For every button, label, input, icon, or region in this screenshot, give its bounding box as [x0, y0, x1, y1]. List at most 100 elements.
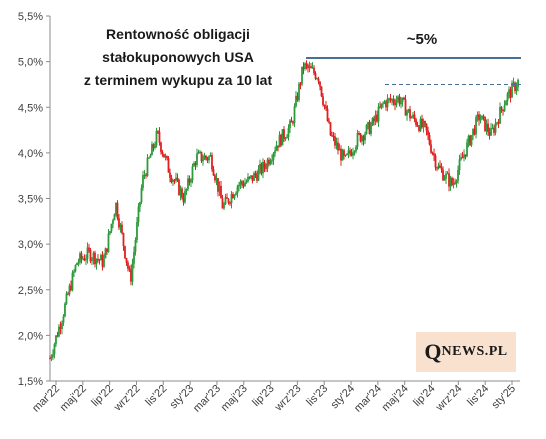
candle-body	[250, 175, 252, 178]
candle-body	[143, 174, 146, 176]
candle-body	[170, 177, 173, 182]
candle-body	[472, 128, 474, 136]
candle-body	[157, 131, 159, 133]
y-tick-label: 4,0%	[18, 148, 43, 160]
candle-body	[86, 247, 89, 259]
candle-body	[91, 259, 93, 262]
candle-body	[266, 159, 269, 169]
candle-body	[175, 177, 177, 181]
candle-body	[512, 82, 515, 84]
candle-body	[503, 105, 506, 112]
candle-body	[256, 175, 258, 181]
candle-body	[302, 66, 305, 69]
candle-body	[205, 155, 207, 158]
candle-body	[421, 118, 423, 128]
candle-body	[410, 117, 413, 119]
candle-body	[449, 177, 452, 187]
candle-body	[482, 115, 485, 117]
candle-body	[112, 220, 114, 224]
candle-body	[412, 114, 414, 118]
candle-body	[461, 157, 464, 159]
candle-body	[496, 122, 498, 124]
candle-body	[103, 258, 105, 267]
candle-body	[277, 145, 279, 148]
candle-body	[89, 249, 92, 262]
candle-body	[145, 174, 147, 177]
candle-body	[497, 122, 500, 124]
candle-body	[272, 153, 275, 160]
candle-body	[275, 145, 278, 151]
candle-body	[125, 258, 128, 263]
x-tick-label: wrz'23	[272, 383, 303, 414]
candle-body	[448, 173, 450, 187]
candle-body	[454, 182, 456, 184]
candle-body	[235, 193, 237, 196]
candle-body	[67, 293, 69, 295]
candle-body	[160, 142, 162, 152]
candle-body	[260, 163, 263, 174]
candle-body	[211, 155, 213, 170]
candle-body	[212, 169, 215, 176]
candle-body	[251, 175, 254, 181]
candle-body	[98, 259, 101, 261]
candle-body	[233, 195, 236, 199]
candle-body	[473, 128, 476, 135]
candle-body	[353, 151, 356, 153]
candle-body	[337, 142, 339, 151]
candle-body	[166, 155, 168, 159]
candle-body	[356, 132, 359, 147]
candle-body	[350, 152, 353, 156]
candle-body	[331, 135, 333, 137]
candle-body	[134, 239, 137, 252]
x-tick-label: lis'23	[304, 383, 330, 409]
y-tick-group: 1,5% 2,0% 2,5% 3,0% 3,5% 4,0% 4,5% 5,0% 5,5%	[18, 11, 50, 388]
candle-body	[383, 101, 386, 104]
candle-body	[457, 170, 459, 181]
candle-body	[257, 169, 260, 181]
y-tick-label: 2,0%	[18, 330, 43, 342]
candle-body	[248, 176, 251, 178]
chart-title-line-3: z terminem wykupu za 10 lat	[84, 72, 273, 88]
candle-body	[167, 158, 170, 173]
candle-body	[119, 224, 122, 228]
candle-body	[209, 155, 212, 157]
candle-body	[401, 97, 404, 103]
candle-body	[70, 285, 72, 291]
candle-body	[493, 127, 495, 133]
candle-body	[413, 114, 416, 120]
candle-body	[500, 106, 503, 110]
candle-body	[164, 155, 167, 158]
candle-body	[406, 111, 408, 116]
candle-body	[115, 202, 117, 215]
candle-body	[502, 109, 504, 112]
candle-body	[226, 197, 228, 199]
candle-body	[437, 165, 440, 169]
candle-body	[308, 66, 311, 69]
candle-body	[146, 157, 149, 177]
candle-body	[346, 153, 348, 155]
candle-body	[451, 177, 453, 186]
candle-body	[169, 172, 171, 178]
candle-body	[404, 99, 407, 116]
candle-body	[464, 154, 467, 157]
candle-body	[52, 354, 54, 357]
x-tick-label: mar'23	[191, 383, 223, 415]
candle-body	[95, 258, 98, 265]
candle-body	[304, 63, 306, 69]
candle-body	[109, 231, 111, 234]
candle-body	[344, 154, 347, 156]
candle-body	[349, 150, 351, 153]
y-tick-label: 5,0%	[18, 57, 43, 69]
candle-body	[73, 271, 75, 273]
candle-body	[197, 152, 200, 154]
candle-body	[491, 127, 494, 129]
candle-body	[173, 180, 176, 182]
candle-body	[388, 98, 390, 100]
candle-body	[479, 119, 482, 121]
candle-body	[265, 167, 267, 169]
candle-body	[244, 182, 246, 187]
candle-body	[158, 131, 161, 143]
candle-body	[382, 103, 384, 105]
candle-body	[142, 175, 144, 188]
candle-body	[278, 134, 281, 148]
